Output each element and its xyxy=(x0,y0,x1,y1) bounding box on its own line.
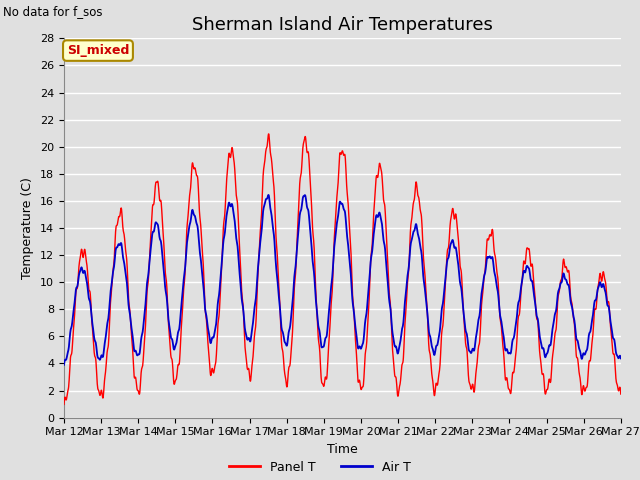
Panel T xyxy=(265,131,273,137)
Panel T xyxy=(216,310,223,316)
Panel T xyxy=(60,402,68,408)
Panel T xyxy=(504,385,512,391)
Air T xyxy=(265,192,273,198)
Text: No data for f_sos: No data for f_sos xyxy=(3,5,102,18)
Air T xyxy=(371,223,379,229)
Panel T xyxy=(371,195,379,201)
Air T xyxy=(60,362,68,368)
Y-axis label: Temperature (C): Temperature (C) xyxy=(22,177,35,279)
Air T xyxy=(568,303,575,309)
Air T xyxy=(584,346,591,351)
Air T xyxy=(617,356,625,361)
Air T xyxy=(359,341,367,347)
Panel T xyxy=(359,384,367,390)
Panel T xyxy=(568,300,575,305)
Legend: Panel T, Air T: Panel T, Air T xyxy=(229,461,411,474)
Line: Air T: Air T xyxy=(64,195,621,365)
Panel T xyxy=(584,383,591,388)
X-axis label: Time: Time xyxy=(327,443,358,456)
Title: Sherman Island Air Temperatures: Sherman Island Air Temperatures xyxy=(192,16,493,34)
Panel T xyxy=(617,391,625,397)
Air T xyxy=(216,290,223,296)
Text: SI_mixed: SI_mixed xyxy=(67,44,129,57)
Line: Panel T: Panel T xyxy=(64,134,621,405)
Air T xyxy=(504,350,512,356)
